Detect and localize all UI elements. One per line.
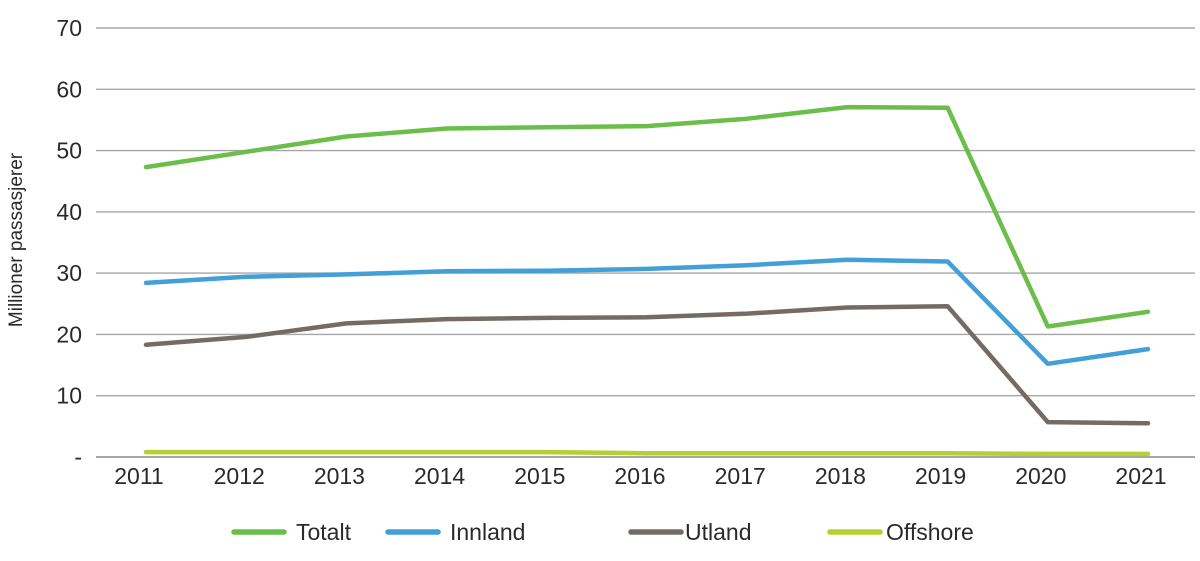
legend-label-innland: Innland xyxy=(450,519,525,545)
y-tick-label: 30 xyxy=(56,260,82,286)
y-tick-label: 50 xyxy=(56,138,82,164)
series-line-totalt xyxy=(143,104,1151,329)
y-tick-label: 20 xyxy=(56,321,82,347)
x-tick-label: 2014 xyxy=(414,463,465,489)
x-tick-label: 2013 xyxy=(314,463,365,489)
y-tick-label: 70 xyxy=(56,15,82,41)
y-axis-title: Millioner passasjerer xyxy=(6,152,27,327)
legend-label-offshore: Offshore xyxy=(886,519,974,545)
series-line-offshore xyxy=(143,449,1151,457)
x-tick-label: 2017 xyxy=(715,463,766,489)
y-tick-label: - xyxy=(74,444,82,470)
x-tick-label: 2021 xyxy=(1115,463,1166,489)
y-tick-label: 10 xyxy=(56,383,82,409)
series-line-innland xyxy=(143,257,1151,367)
x-tick-label: 2011 xyxy=(114,463,163,489)
x-tick-label: 2012 xyxy=(214,463,265,489)
x-tick-label: 2020 xyxy=(1015,463,1066,489)
x-tick-label: 2019 xyxy=(915,463,966,489)
y-tick-label: 60 xyxy=(56,76,82,102)
x-tick-label: 2016 xyxy=(614,463,665,489)
y-tick-label: 40 xyxy=(56,199,82,225)
legend-label-totalt: Totalt xyxy=(296,519,352,545)
x-tick-label: 2018 xyxy=(815,463,866,489)
legend-label-utland: Utland xyxy=(685,519,751,545)
x-tick-label: 2015 xyxy=(514,463,565,489)
series-line-utland xyxy=(143,303,1151,426)
